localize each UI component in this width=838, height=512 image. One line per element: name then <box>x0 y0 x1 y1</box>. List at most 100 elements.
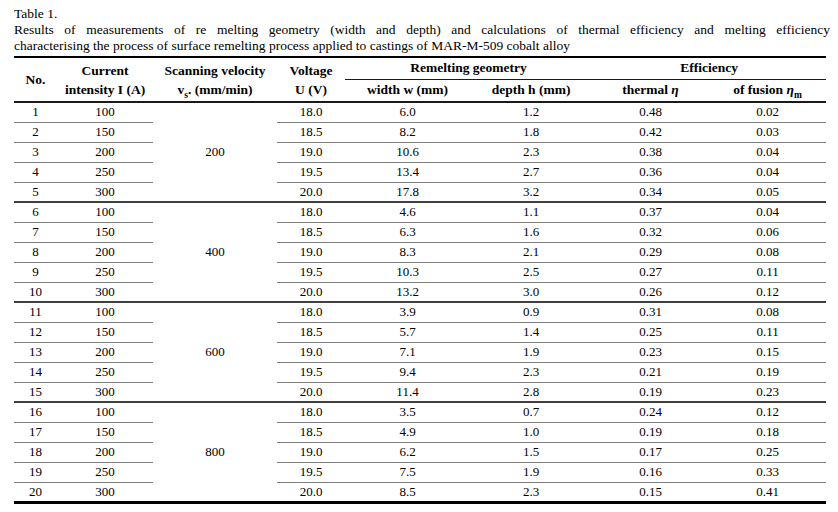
fusion-efficiency-cell: 0.04 <box>709 202 826 222</box>
table-row: 1 100 20018.0 6.0 1.2 0.48 0.02 <box>14 102 826 122</box>
row-number-cell: 9 <box>14 262 57 282</box>
table-row: 5 300 20.0 17.8 3.2 0.34 0.05 <box>14 182 826 202</box>
velocity-header-line2: vs. (mm/min) <box>153 80 277 99</box>
depth-cell: 2.5 <box>470 262 592 282</box>
eta-m-subscript: m <box>794 90 802 100</box>
row-number-cell: 5 <box>14 182 57 202</box>
depth-cell: 1.5 <box>470 442 592 462</box>
row-number-cell: 7 <box>14 222 57 242</box>
thermal-efficiency-cell: 0.34 <box>592 182 709 202</box>
width-cell: 5.7 <box>345 322 470 342</box>
page: Table 1. Results of measurements of re m… <box>0 0 838 504</box>
voltage-cell: 18.0 <box>277 102 345 122</box>
current-intensity-cell: 300 <box>57 382 153 402</box>
row-number-cell: 3 <box>14 142 57 162</box>
voltage-cell: 18.0 <box>277 202 345 222</box>
voltage-cell: 19.5 <box>277 162 345 182</box>
fusion-efficiency-cell: 0.08 <box>709 242 826 262</box>
row-number-cell: 12 <box>14 322 57 342</box>
voltage-header-line1: Voltage <box>277 61 345 80</box>
col-header-width: width w (mm) <box>345 79 470 102</box>
voltage-cell: 19.5 <box>277 262 345 282</box>
voltage-cell: 20.0 <box>277 482 345 502</box>
width-cell: 8.5 <box>345 482 470 502</box>
row-number-cell: 10 <box>14 282 57 302</box>
table-row: 6 100 40018.0 4.6 1.1 0.37 0.04 <box>14 202 826 222</box>
voltage-header-line2: U (V) <box>277 80 345 99</box>
table-row: 11 100 60018.0 3.9 0.9 0.31 0.08 <box>14 302 826 322</box>
thermal-efficiency-cell: 0.36 <box>592 162 709 182</box>
col-header-voltage: Voltage U (V) <box>277 57 345 102</box>
current-intensity-cell: 150 <box>57 322 153 342</box>
eta-m-symbol: η <box>786 82 793 97</box>
table-row: 2 150 18.5 8.2 1.8 0.42 0.03 <box>14 122 826 142</box>
depth-cell: 1.2 <box>470 102 592 122</box>
thermal-efficiency-cell: 0.27 <box>592 262 709 282</box>
fusion-efficiency-cell: 0.08 <box>709 302 826 322</box>
table-caption-line1: Results of measurements of re melting ge… <box>14 22 830 38</box>
current-intensity-cell: 100 <box>57 102 153 122</box>
voltage-cell: 18.5 <box>277 322 345 342</box>
table-row: 9 250 19.5 10.3 2.5 0.27 0.11 <box>14 262 826 282</box>
col-header-no: No. <box>14 57 57 102</box>
group-header-remelting-geometry: Remelting geometry <box>345 57 592 79</box>
width-cell: 10.6 <box>345 142 470 162</box>
current-intensity-cell: 300 <box>57 182 153 202</box>
width-cell: 3.9 <box>345 302 470 322</box>
width-cell: 7.1 <box>345 342 470 362</box>
thermal-efficiency-cell: 0.23 <box>592 342 709 362</box>
fusion-efficiency-cell: 0.04 <box>709 142 826 162</box>
depth-cell: 2.3 <box>470 482 592 502</box>
voltage-cell: 18.5 <box>277 222 345 242</box>
voltage-cell: 20.0 <box>277 382 345 402</box>
current-intensity-cell: 300 <box>57 282 153 302</box>
depth-cell: 0.9 <box>470 302 592 322</box>
depth-cell: 1.9 <box>470 342 592 362</box>
table-title: Table 1. <box>14 6 830 22</box>
table-row: 8 200 19.0 8.3 2.1 0.29 0.08 <box>14 242 826 262</box>
width-cell: 13.4 <box>345 162 470 182</box>
scanning-velocity-cell: 400 <box>153 202 277 302</box>
row-number-cell: 4 <box>14 162 57 182</box>
fusion-efficiency-cell: 0.41 <box>709 482 826 502</box>
table-row: 16 100 80018.0 3.5 0.7 0.24 0.12 <box>14 402 826 422</box>
scanning-velocity-cell: 600 <box>153 302 277 402</box>
table-row: 18 200 19.0 6.2 1.5 0.17 0.25 <box>14 442 826 462</box>
fusion-efficiency-cell: 0.03 <box>709 122 826 142</box>
thermal-efficiency-cell: 0.48 <box>592 102 709 122</box>
current-intensity-cell: 250 <box>57 462 153 482</box>
results-table: No. Current intensity I (A) Scanning vel… <box>14 56 826 504</box>
col-header-thermal: thermal η <box>592 79 709 102</box>
thermal-efficiency-cell: 0.16 <box>592 462 709 482</box>
row-number-cell: 17 <box>14 422 57 442</box>
row-number-cell: 1 <box>14 102 57 122</box>
width-cell: 17.8 <box>345 182 470 202</box>
voltage-cell: 19.5 <box>277 462 345 482</box>
width-cell: 6.3 <box>345 222 470 242</box>
current-intensity-cell: 200 <box>57 342 153 362</box>
table-row: 19 250 19.5 7.5 1.9 0.16 0.33 <box>14 462 826 482</box>
current-intensity-cell: 150 <box>57 422 153 442</box>
fusion-efficiency-cell: 0.11 <box>709 262 826 282</box>
table-row: 13 200 19.0 7.1 1.9 0.23 0.15 <box>14 342 826 362</box>
row-number-cell: 8 <box>14 242 57 262</box>
voltage-cell: 19.0 <box>277 142 345 162</box>
voltage-cell: 20.0 <box>277 182 345 202</box>
voltage-cell: 19.5 <box>277 362 345 382</box>
depth-cell: 3.0 <box>470 282 592 302</box>
thermal-efficiency-cell: 0.24 <box>592 402 709 422</box>
current-intensity-cell: 200 <box>57 242 153 262</box>
width-cell: 6.0 <box>345 102 470 122</box>
thermal-efficiency-cell: 0.38 <box>592 142 709 162</box>
table-row: 4 250 19.5 13.4 2.7 0.36 0.04 <box>14 162 826 182</box>
fusion-efficiency-cell: 0.12 <box>709 402 826 422</box>
row-number-cell: 16 <box>14 402 57 422</box>
voltage-cell: 18.5 <box>277 422 345 442</box>
scanning-velocity-cell: 800 <box>153 402 277 502</box>
current-intensity-cell: 150 <box>57 222 153 242</box>
fusion-efficiency-cell: 0.06 <box>709 222 826 242</box>
width-cell: 4.9 <box>345 422 470 442</box>
row-number-cell: 13 <box>14 342 57 362</box>
table-row: 15 300 20.0 11.4 2.8 0.19 0.23 <box>14 382 826 402</box>
col-header-current-intensity: Current intensity I (A) <box>57 57 153 102</box>
